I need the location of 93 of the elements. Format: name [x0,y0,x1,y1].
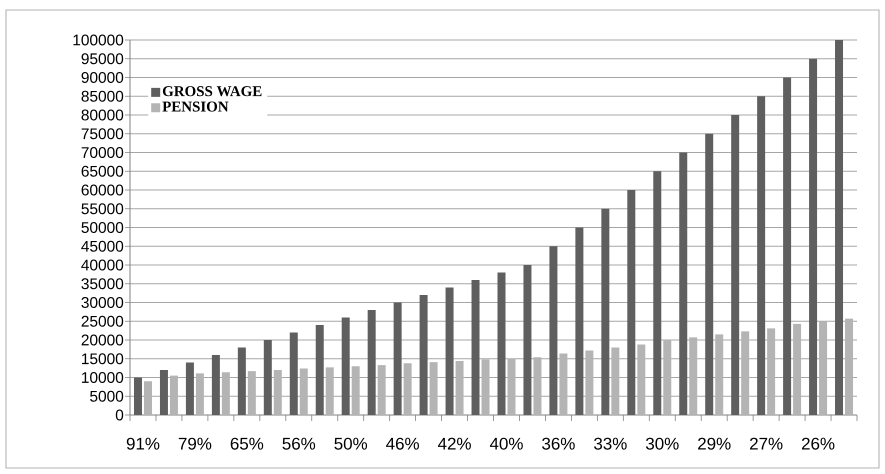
bar [238,348,246,415]
x-tick-label: 46% [386,438,419,450]
x-tick-label: 56% [282,438,316,450]
bar [170,376,178,415]
bar [352,366,360,415]
x-tick-label: 65% [230,438,264,450]
bar [160,370,168,415]
bar [637,344,646,415]
bar [394,302,402,415]
bar [186,362,194,415]
y-tick-label: 15000 [82,353,124,364]
y-tick-label: 100000 [73,34,124,46]
bar [420,295,428,415]
x-tick-label: 30% [646,438,679,450]
bar [627,190,636,415]
x-tick-label: 40% [490,438,523,450]
bar [316,325,324,415]
y-tick-label: 10000 [82,372,124,383]
y-tick-label: 70000 [82,147,124,158]
legend-label: GROSS WAGE [162,86,262,96]
bar [549,246,558,415]
x-tick-label: 79% [178,438,212,450]
bar [472,280,480,415]
bar [533,357,542,415]
bar [446,288,454,415]
bar [741,331,750,415]
bar [523,265,532,415]
bar [793,324,802,415]
x-tick-label: 33% [594,438,627,450]
y-tick-label: 35000 [81,278,124,290]
y-tick-label: 80000 [82,110,124,120]
x-tick-label: 29% [698,438,731,450]
bar [290,332,298,415]
bar [482,360,490,415]
bar [757,96,766,415]
y-tick-label: 30000 [81,297,124,308]
bar [663,340,672,415]
y-tick-label: 50000 [81,222,124,233]
y-tick-label: 20000 [82,334,124,346]
bar [689,337,698,415]
bar [767,328,776,415]
y-tick-label: 90000 [82,72,124,83]
bar [326,367,334,415]
bar [835,40,844,415]
legend-label: PENSION [162,102,228,112]
y-tick-label: 0 [116,410,124,420]
bar [222,372,230,415]
bar [404,363,412,415]
bar [845,318,854,415]
bar [601,208,610,415]
bar [705,134,714,415]
y-tick-label: 45000 [81,240,124,252]
bar [274,370,282,415]
y-tick-label: 95000 [82,53,124,64]
bar [342,318,350,415]
bar [497,272,506,415]
bar [212,355,220,415]
bar [809,58,818,415]
bar [611,348,620,415]
x-tick-label: 27% [750,438,782,450]
bar [430,362,438,415]
bar [248,371,256,415]
y-tick-label: 65000 [82,166,124,177]
x-tick-label: 36% [542,438,575,450]
x-tick-label: 42% [438,438,471,450]
y-tick-label: 55000 [81,203,124,214]
bar [679,152,688,415]
y-tick-label: 40000 [81,260,124,270]
x-tick-label: 50% [334,438,368,450]
x-tick-label: 26% [802,438,834,450]
bar [653,171,662,415]
y-tick-label: 60000 [82,184,124,196]
bar [819,322,828,415]
bar [456,361,464,415]
bar [264,340,272,415]
y-tick-label: 25000 [82,316,124,327]
bar [144,381,152,415]
bar [559,354,568,415]
bar [300,368,308,415]
bar [731,114,740,415]
y-tick-label: 5000 [90,390,124,402]
bar [507,358,516,415]
bar [368,310,376,415]
bar [575,228,584,415]
bar [585,350,594,415]
x-tick-label: 91% [126,438,160,450]
y-tick-label: 85000 [82,90,124,102]
bar [196,373,204,415]
bar [134,378,142,415]
bar [783,77,792,415]
bar [715,334,724,415]
bar [378,365,386,415]
y-tick-label: 75000 [82,128,124,140]
